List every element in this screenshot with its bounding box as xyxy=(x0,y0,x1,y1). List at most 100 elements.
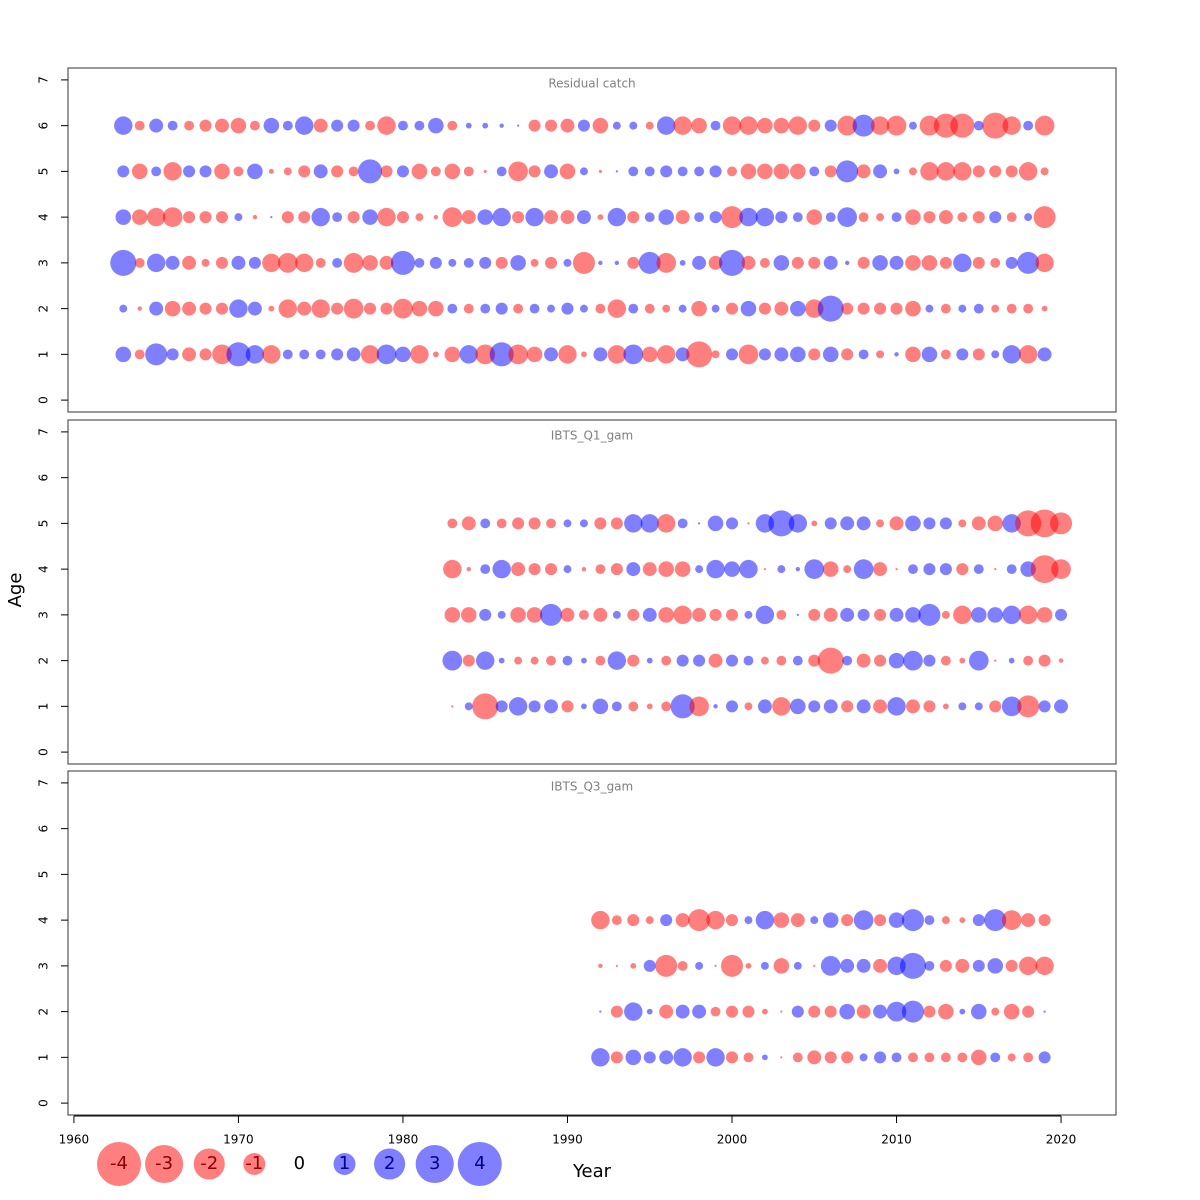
bubble xyxy=(131,163,148,180)
legend-label: 0 xyxy=(294,1153,305,1174)
bubble xyxy=(923,211,936,224)
y-tick-label: 5 xyxy=(37,168,51,176)
bubble xyxy=(971,1049,987,1066)
bubble xyxy=(579,609,589,620)
bubble xyxy=(744,916,753,925)
bubble xyxy=(313,118,328,133)
bubble xyxy=(873,699,888,714)
bubble xyxy=(755,605,775,625)
bubble xyxy=(581,351,587,358)
bubble xyxy=(599,1010,602,1013)
bubble xyxy=(725,914,739,927)
bubble xyxy=(514,656,523,665)
bubble xyxy=(991,350,1000,359)
y-tick-label: 6 xyxy=(37,474,51,482)
bubble xyxy=(591,1048,610,1067)
bubble xyxy=(1038,700,1051,713)
bubble xyxy=(901,909,924,932)
bubble xyxy=(540,603,563,626)
bubble xyxy=(706,1048,725,1067)
bubble xyxy=(957,212,968,223)
y-tick-label: 2 xyxy=(37,1008,51,1016)
bubble xyxy=(823,699,838,714)
bubble xyxy=(693,1051,706,1064)
panel-title: Residual catch xyxy=(548,77,635,91)
bubble xyxy=(1036,607,1053,623)
bubble xyxy=(463,257,474,268)
bubble xyxy=(874,302,887,315)
bubble xyxy=(742,1005,755,1018)
bubble xyxy=(956,563,969,576)
bubble xyxy=(656,116,676,135)
bubble xyxy=(706,559,725,579)
bubble xyxy=(844,260,850,266)
bubble xyxy=(891,212,902,223)
bubble xyxy=(972,165,985,178)
bubble xyxy=(836,160,859,183)
bubble xyxy=(641,346,658,363)
bubble xyxy=(137,306,142,311)
bubble xyxy=(117,165,130,178)
bubble xyxy=(529,303,540,314)
bubble xyxy=(528,700,541,713)
bubble xyxy=(708,653,723,668)
bubble xyxy=(972,348,985,361)
bubble xyxy=(598,169,602,173)
bubble xyxy=(295,253,314,273)
bubble xyxy=(873,958,888,973)
bubble xyxy=(624,1002,643,1021)
y-tick-label: 5 xyxy=(37,871,51,879)
bubble xyxy=(348,166,359,177)
bubble xyxy=(480,303,491,314)
bubble xyxy=(762,1054,768,1061)
bubble xyxy=(480,564,491,575)
bubble xyxy=(808,654,821,667)
bubble xyxy=(709,211,722,224)
bubble xyxy=(630,962,637,969)
bubble xyxy=(114,116,133,135)
bubble xyxy=(919,115,940,136)
bubble xyxy=(1003,1003,1020,1020)
bubble xyxy=(362,255,378,271)
bubble xyxy=(577,119,590,132)
bubble xyxy=(722,116,742,135)
x-tick-label: 1960 xyxy=(59,1133,90,1147)
bubble xyxy=(938,210,953,225)
bubble xyxy=(755,910,775,930)
bubble xyxy=(673,116,692,135)
bubble xyxy=(332,257,343,268)
bubble xyxy=(1018,956,1038,976)
bubble xyxy=(496,166,507,177)
bubble xyxy=(924,915,935,926)
bubble xyxy=(447,120,458,131)
bubble xyxy=(526,607,543,623)
y-tick-label: 6 xyxy=(37,825,51,833)
bubble xyxy=(658,209,674,225)
legend-bubble xyxy=(97,1142,141,1186)
bubble xyxy=(311,207,330,227)
bubble xyxy=(940,1052,951,1063)
bubble xyxy=(987,515,1004,532)
bubble xyxy=(448,258,457,267)
bubble xyxy=(659,1004,674,1019)
bubble xyxy=(646,703,653,710)
bubble xyxy=(958,304,967,313)
bubble xyxy=(675,913,690,928)
bubble xyxy=(199,348,212,361)
bubble xyxy=(164,300,181,317)
legend-bubble xyxy=(457,1142,502,1186)
bubble xyxy=(1030,555,1059,584)
bubble xyxy=(442,207,463,227)
bubble xyxy=(1024,213,1033,222)
bubble xyxy=(182,255,197,270)
bubble xyxy=(740,163,757,180)
y-tick-label: 1 xyxy=(37,351,51,359)
bubble xyxy=(528,119,541,132)
bubble xyxy=(646,1008,653,1015)
bubble xyxy=(343,253,364,273)
bubble xyxy=(1017,695,1040,718)
bubble xyxy=(262,345,281,364)
bubble xyxy=(110,249,137,276)
bubble xyxy=(492,207,511,227)
bubble xyxy=(464,702,473,711)
